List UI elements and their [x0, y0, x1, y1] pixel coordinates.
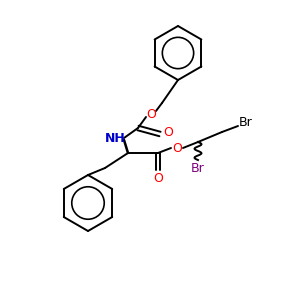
Text: O: O	[153, 172, 163, 184]
Text: Br: Br	[239, 116, 253, 130]
Text: O: O	[163, 127, 173, 140]
Text: O: O	[172, 142, 182, 154]
Text: O: O	[146, 107, 156, 121]
Text: NH: NH	[105, 133, 125, 146]
Text: Br: Br	[191, 163, 205, 176]
